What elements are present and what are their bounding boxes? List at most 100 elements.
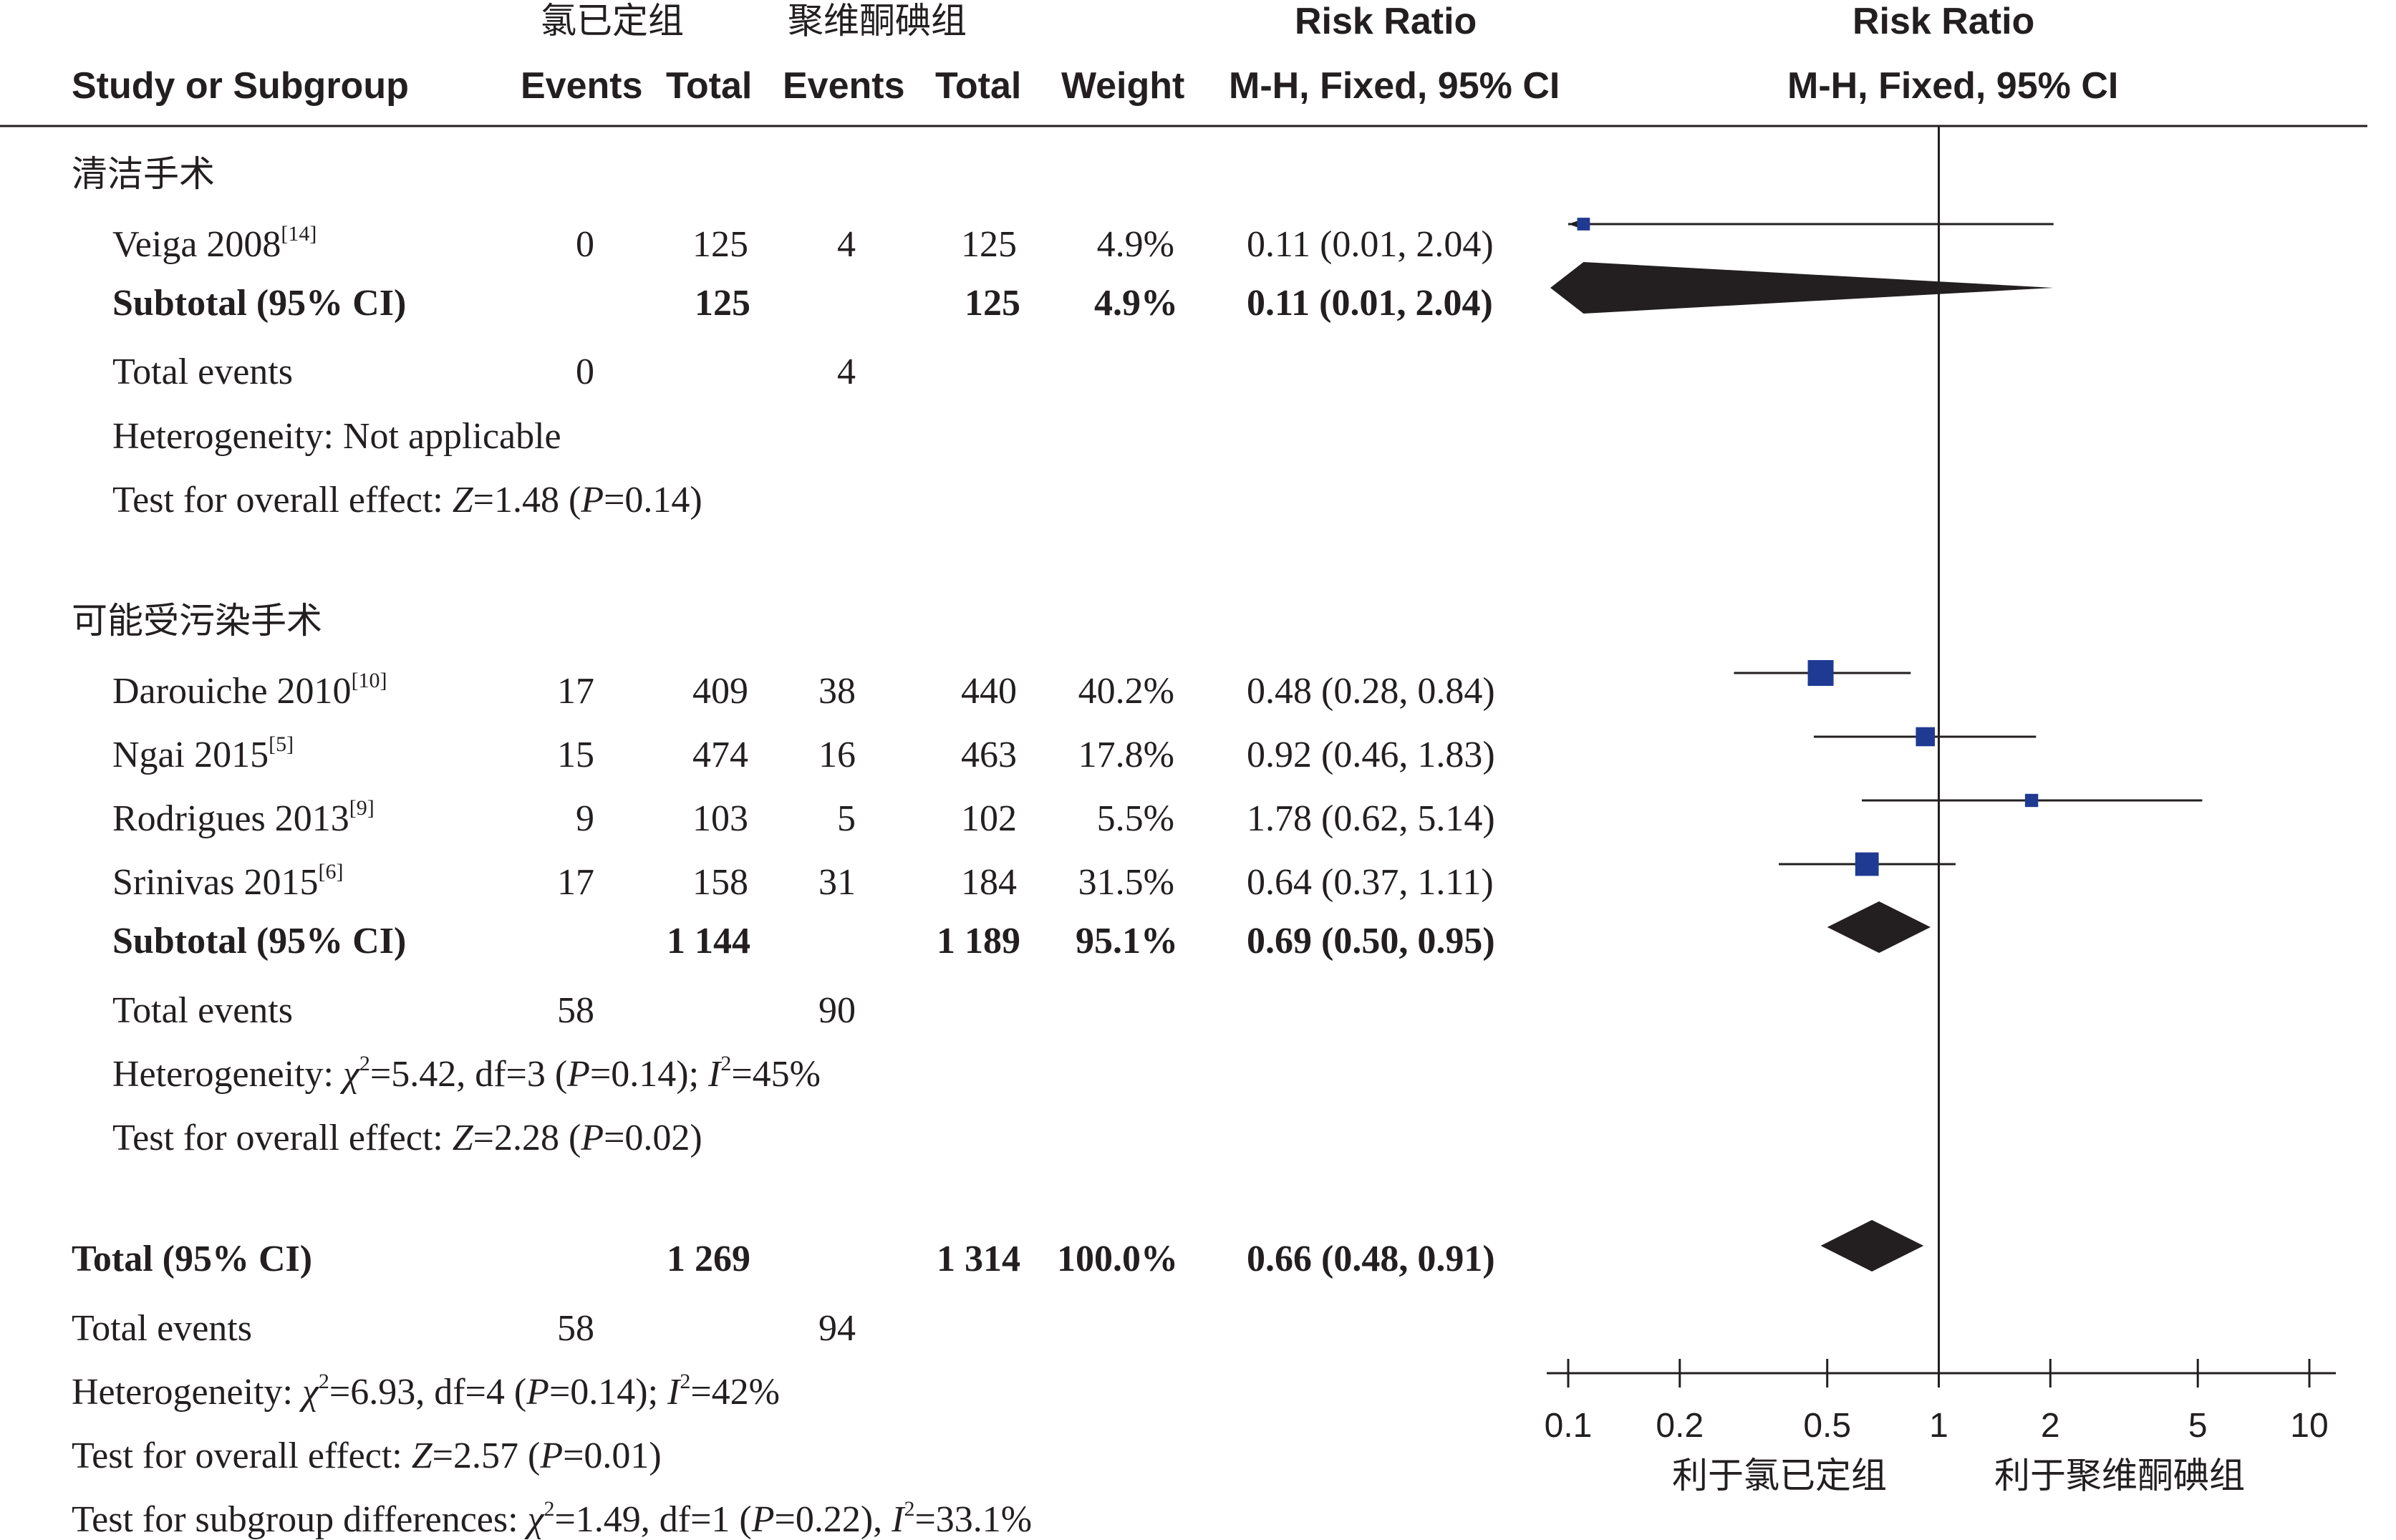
i-symbol: I xyxy=(708,1054,721,1095)
subgroup-differences: Test for subgroup differences: χ2=1.49, … xyxy=(72,1498,1033,1540)
i-symbol: I xyxy=(667,1372,680,1413)
total1: 125 xyxy=(692,224,748,265)
events2: 38 xyxy=(818,671,856,712)
chi-symbol: χ xyxy=(342,1054,359,1095)
events1: 17 xyxy=(557,862,594,903)
total2-header: Total xyxy=(935,65,1022,107)
ci: 0.11 (0.01, 2.04) xyxy=(1247,224,1494,265)
z-symbol: Z xyxy=(411,1435,433,1476)
events2: 4 xyxy=(837,224,856,265)
heterogeneity: Heterogeneity: Not applicable xyxy=(112,416,561,457)
group2-header: 聚维酮碘组 xyxy=(788,0,967,42)
overall-prefix: Test for overall effect: xyxy=(72,1435,412,1476)
study-name-text: Ngai 2015 xyxy=(112,735,269,775)
overall-prefix: Test for overall effect: xyxy=(112,1118,453,1158)
favor-right-label: 利于聚维酮碘组 xyxy=(1994,1455,2245,1496)
total1: 474 xyxy=(692,735,748,775)
z-value: =2.57 ( xyxy=(432,1435,541,1476)
ci: 0.69 (0.50, 0.95) xyxy=(1247,921,1495,962)
total2: 463 xyxy=(961,735,1017,775)
diff-prefix: Test for subgroup differences: xyxy=(72,1499,528,1540)
events-label: Total events xyxy=(72,1308,252,1349)
tick-label: 2 xyxy=(2040,1407,2060,1445)
chi-symbol: χ xyxy=(301,1372,319,1413)
events2: 16 xyxy=(818,735,856,775)
study-name-text: Darouiche 2010 xyxy=(112,671,352,712)
tick-label: 0.2 xyxy=(1656,1407,1704,1445)
chi-symbol: χ xyxy=(527,1499,544,1540)
method-plot-header: M-H, Fixed, 95% CI xyxy=(1787,65,2119,107)
p-symbol: P xyxy=(526,1372,549,1413)
total2: 440 xyxy=(961,671,1017,712)
het-prefix: Heterogeneity: xyxy=(72,1372,302,1413)
total1: 125 xyxy=(695,283,750,324)
group1-header: 氯已定组 xyxy=(541,0,684,42)
total1: 409 xyxy=(692,671,748,712)
pooled-diamond xyxy=(1820,1220,1924,1272)
subtotal-label: Subtotal (95% CI) xyxy=(112,283,407,324)
reference: [14] xyxy=(281,222,317,246)
overall-prefix: Test for overall effect: xyxy=(112,480,453,520)
total1-header: Total xyxy=(666,65,753,107)
study-name-text: Veiga 2008 xyxy=(112,224,281,265)
ci: 0.64 (0.37, 1.11) xyxy=(1247,862,1494,903)
z-value: =1.48 ( xyxy=(473,480,581,520)
study-square xyxy=(1916,727,1936,747)
study-square xyxy=(1577,218,1590,231)
events1: 15 xyxy=(557,735,594,775)
risk-ratio-column-header: Risk Ratio xyxy=(1295,1,1477,42)
total2: 125 xyxy=(965,283,1020,324)
events-label: Total events xyxy=(112,990,293,1031)
het-text: =0.14); xyxy=(589,1054,709,1095)
overall-effect: Test for overall effect: Z=2.57 (P=0.01) xyxy=(72,1438,662,1475)
het-text: =0.14); xyxy=(549,1372,668,1413)
het-text: =42% xyxy=(690,1372,781,1413)
p-symbol: P xyxy=(581,1118,604,1158)
z-symbol: Z xyxy=(452,1118,473,1158)
plot-marks xyxy=(1547,126,2336,1388)
events2: 94 xyxy=(818,1308,856,1349)
events2-header: Events xyxy=(783,65,905,107)
weight: 5.5% xyxy=(1096,798,1174,839)
study-square xyxy=(1807,660,1834,686)
p-value: =0.02) xyxy=(604,1118,702,1158)
tick-label: 0.5 xyxy=(1803,1407,1852,1445)
subgroup-title: 清洁手术 xyxy=(72,153,215,195)
events1: 0 xyxy=(576,352,594,392)
study-name-text: Srinivas 2015 xyxy=(112,862,319,903)
study-name: Veiga 2008[14] xyxy=(112,223,317,265)
p-symbol: P xyxy=(540,1435,564,1476)
reference: [10] xyxy=(351,669,387,692)
z-symbol: Z xyxy=(452,480,473,520)
weight: 40.2% xyxy=(1078,671,1174,712)
p-value: =0.01) xyxy=(563,1435,662,1476)
total1: 1 144 xyxy=(667,921,750,962)
study-header: Study or Subgroup xyxy=(72,65,409,107)
diff-text: =1.49, df=1 ( xyxy=(554,1499,752,1540)
weight: 4.9% xyxy=(1096,224,1174,265)
tick-label: 1 xyxy=(1929,1407,1948,1445)
events2: 4 xyxy=(837,352,856,392)
reference: [9] xyxy=(349,796,375,820)
pooled-diamond xyxy=(1550,262,2054,314)
diff-text: =33.1% xyxy=(914,1499,1033,1540)
total1: 1 269 xyxy=(667,1239,750,1279)
events1: 9 xyxy=(576,798,594,839)
weight: 17.8% xyxy=(1078,735,1174,775)
z-value: =2.28 ( xyxy=(473,1118,581,1158)
tick-label: 0.1 xyxy=(1544,1407,1593,1445)
p-symbol: P xyxy=(581,480,604,520)
events2: 31 xyxy=(818,862,856,903)
total1: 158 xyxy=(692,862,748,903)
superscript: 2 xyxy=(359,1052,370,1075)
favor-left-label: 利于氯已定组 xyxy=(1672,1455,1887,1496)
superscript: 2 xyxy=(318,1370,329,1393)
ci: 0.92 (0.46, 1.83) xyxy=(1247,735,1495,775)
ci: 0.48 (0.28, 0.84) xyxy=(1247,671,1495,712)
study-name: Srinivas 2015[6] xyxy=(112,861,343,903)
total2: 1 189 xyxy=(937,921,1020,962)
events1: 58 xyxy=(557,990,594,1031)
study-square xyxy=(1855,852,1879,876)
overall-effect: Test for overall effect: Z=1.48 (P=0.14) xyxy=(112,482,702,519)
